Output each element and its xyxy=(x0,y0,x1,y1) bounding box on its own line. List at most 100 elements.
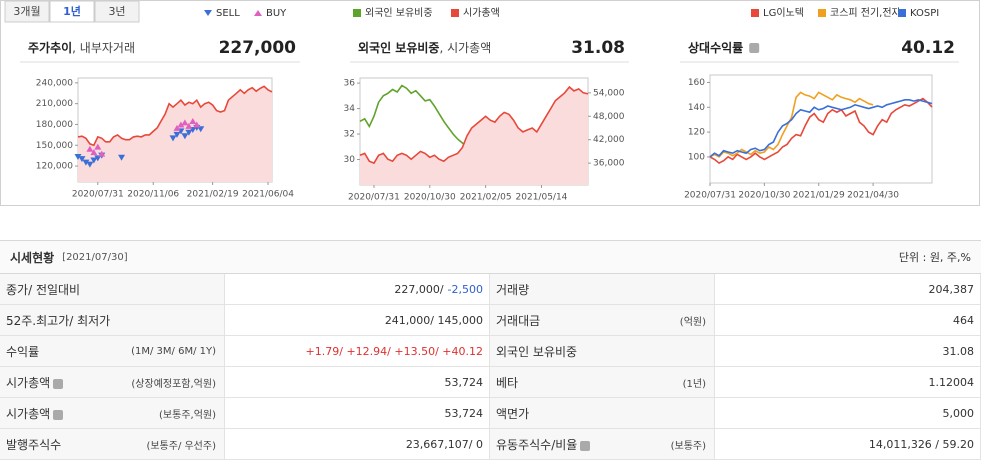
y-tick-label: 48,000 xyxy=(593,112,625,122)
marker xyxy=(173,124,181,131)
x-tick-label: 2020/07/31 xyxy=(72,190,124,200)
label-cell: 수익률 (1M/ 3M/ 6M/ 1Y) xyxy=(0,336,225,366)
x-tick-label: 2021/02/05 xyxy=(460,193,512,203)
label-cell: 베타 (1년) xyxy=(490,367,715,397)
x-tick-label: 2020/07/31 xyxy=(348,193,400,203)
label-cell: 거래대금 (억원) xyxy=(490,305,715,335)
marker xyxy=(98,150,106,157)
series-line xyxy=(709,97,933,165)
row-sub: (보통주,억원) xyxy=(159,409,216,421)
y-tick-label: 54,000 xyxy=(593,88,625,98)
title-sub: , 시가총액 xyxy=(439,41,491,55)
tab-label[interactable]: 3년 xyxy=(108,5,125,18)
row-value: 5,000 xyxy=(942,406,975,420)
value-cell: 31.08 xyxy=(715,336,981,366)
title-main: 상대수익률 xyxy=(688,40,743,55)
tab[interactable] xyxy=(49,0,95,23)
table-row: 종가/ 전일대비 227,000/-2,500 거래량 204,387 xyxy=(0,274,981,305)
marker xyxy=(193,121,201,128)
x-tick-label: 2021/01/29 xyxy=(793,191,845,201)
label-wrap: 시가총액 xyxy=(6,374,64,391)
x-tick-label: 2021/02/19 xyxy=(187,190,239,200)
title-main: 외국인 보유비중 xyxy=(358,40,439,55)
tab-label[interactable]: 1년 xyxy=(63,4,81,18)
marker xyxy=(181,133,189,140)
row-sub: (1년) xyxy=(682,378,706,390)
row-value: 53,724 xyxy=(444,406,484,420)
x-tick-label: 2020/10/30 xyxy=(404,193,456,203)
value-cell: 5,000 xyxy=(715,398,981,428)
value-cell: 241,000/ 145,000 xyxy=(225,305,490,335)
help-icon xyxy=(749,43,760,53)
panel-title: 상대수익률 xyxy=(688,40,743,55)
series-line xyxy=(709,98,933,158)
title-main: 주가추이 xyxy=(28,40,72,55)
label-cell: 유동주식수/비율 (보통주) xyxy=(490,429,715,459)
legend-label: 시가총액 xyxy=(463,7,500,19)
label-wrap: 시가총액 xyxy=(6,405,64,422)
legend-swatch xyxy=(751,9,759,17)
table-row: 시가총액 (상장예정포함,억원) 53,724 베타 (1년) 1.12004 xyxy=(0,367,981,398)
row-label: 거래대금 xyxy=(496,313,541,328)
legend-label: 외국인 보유비중 xyxy=(365,7,433,19)
table-row: 발행주식수 (보통주/ 우선주) 23,667,107/ 0 유동주식수/비율 (보통주… xyxy=(0,429,981,460)
row-value: 464 xyxy=(953,313,974,327)
marker xyxy=(94,143,102,150)
row-sub: (보통주/ 우선주) xyxy=(146,440,216,452)
help-icon xyxy=(53,378,64,389)
headline-value: 31.08 xyxy=(571,38,625,58)
row-change: -2,500 xyxy=(447,282,483,296)
price-table: 시세현황 [2021/07/30] 단위 : 원, 주,% 종가/ 전일대비 227,0… xyxy=(0,240,981,460)
label-cell: 52주.최고가/ 최저가 xyxy=(0,305,225,335)
row-label: 거래량 xyxy=(496,282,530,297)
row-value: 23,667,107/ 0 xyxy=(405,437,483,451)
y-tick-label: 36,000 xyxy=(593,159,625,169)
marker xyxy=(94,155,102,162)
label-wrap: 거래량 xyxy=(496,281,529,298)
label-wrap: 유동주식수/비율 xyxy=(496,436,591,453)
marker xyxy=(185,129,193,136)
panel-title: 주가추이, 내부자거래 xyxy=(28,40,135,55)
marker xyxy=(173,131,181,138)
y-tick-label: 30 xyxy=(344,155,356,165)
y-tick-label: 180,000 xyxy=(36,120,73,130)
label-wrap: 액면가 xyxy=(496,405,529,422)
label-wrap: 발행주식수 xyxy=(6,436,61,453)
row-sub: (억원) xyxy=(679,316,706,328)
tab[interactable] xyxy=(4,0,50,23)
table-unit: 단위 : 원, 주,% xyxy=(898,251,971,264)
series-line xyxy=(359,85,589,165)
x-tick-label: 2021/04/30 xyxy=(847,191,899,201)
label-wrap: 베타 xyxy=(496,374,518,391)
legend-marker xyxy=(204,10,212,16)
x-tick-label: 2020/07/31 xyxy=(684,191,736,201)
y-tick-label: 240,000 xyxy=(36,78,73,88)
marker xyxy=(86,145,94,152)
marker xyxy=(86,161,94,168)
legend-label: KOSPI xyxy=(910,8,939,19)
tab-label[interactable]: 3개월 xyxy=(13,5,40,18)
row-label: 유동주식수/비율 xyxy=(496,437,578,452)
value-cell: 53,724 xyxy=(225,398,490,428)
tab[interactable] xyxy=(94,0,140,23)
marker xyxy=(177,121,185,128)
legend-label: 코스피 전기,전자 xyxy=(830,7,901,19)
table-row: 시가총액 (보통주,억원) 53,724 액면가 5,000 xyxy=(0,398,981,429)
marker xyxy=(118,154,126,161)
row-value: 53,724 xyxy=(444,375,484,389)
label-cell: 거래량 xyxy=(490,274,715,304)
value-cell: 1.12004 xyxy=(715,367,981,397)
x-tick-label: 2021/06/04 xyxy=(242,190,294,200)
x-tick-label: 2020/11/06 xyxy=(127,190,179,200)
table-header: 시세현황 [2021/07/30] 단위 : 원, 주,% xyxy=(0,240,981,274)
row-label: 수익률 xyxy=(6,344,40,359)
row-label: 시가총액 xyxy=(6,406,51,421)
row-label: 액면가 xyxy=(496,406,530,421)
value-cell: 204,387 xyxy=(715,274,981,304)
row-label: 외국인 보유비중 xyxy=(496,344,578,359)
label-wrap: 수익률 xyxy=(6,343,39,360)
label-cell: 외국인 보유비중 xyxy=(490,336,715,366)
marker xyxy=(169,135,177,142)
marker xyxy=(185,122,193,129)
